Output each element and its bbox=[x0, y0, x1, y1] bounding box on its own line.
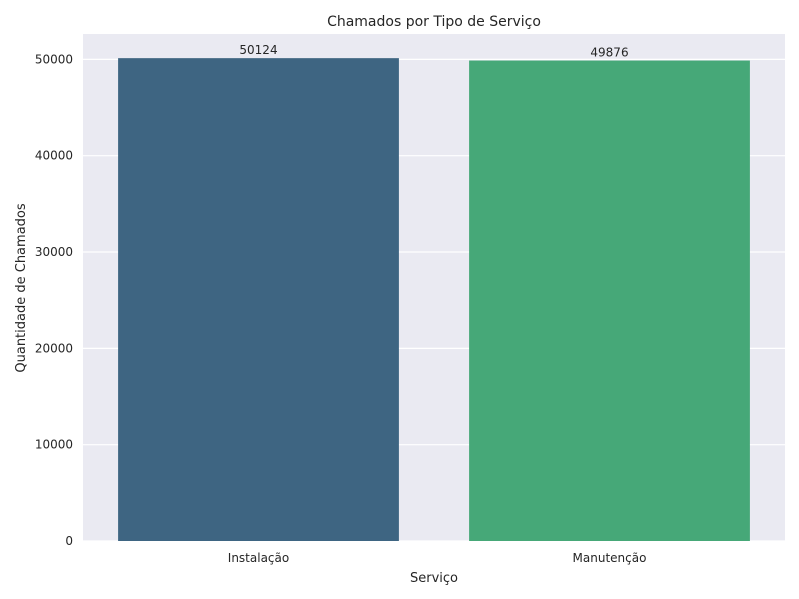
x-tick-label: Manutenção bbox=[573, 551, 647, 565]
bars bbox=[118, 58, 750, 541]
y-axis-label: Quantidade de Chamados bbox=[14, 203, 29, 372]
bar-value-label: 49876 bbox=[590, 46, 628, 60]
x-tick-label: Instalação bbox=[228, 551, 289, 565]
bar-value-label: 50124 bbox=[239, 43, 277, 57]
y-tick-label: 20000 bbox=[35, 341, 73, 355]
y-tick-label: 30000 bbox=[35, 245, 73, 259]
bar-1 bbox=[118, 58, 399, 541]
y-axis-ticks: 0 10000 20000 30000 40000 50000 bbox=[35, 52, 73, 548]
x-axis-ticks: Instalação Manutenção bbox=[228, 551, 647, 565]
y-tick-label: 40000 bbox=[35, 149, 73, 163]
chart-title: Chamados por Tipo de Serviço bbox=[327, 14, 541, 30]
y-tick-label: 0 bbox=[65, 534, 73, 548]
x-axis-label: Serviço bbox=[410, 571, 458, 586]
y-tick-label: 10000 bbox=[35, 438, 73, 452]
data-labels: 50124 49876 bbox=[239, 43, 628, 59]
y-tick-label: 50000 bbox=[35, 52, 73, 66]
bar-2 bbox=[469, 60, 750, 541]
